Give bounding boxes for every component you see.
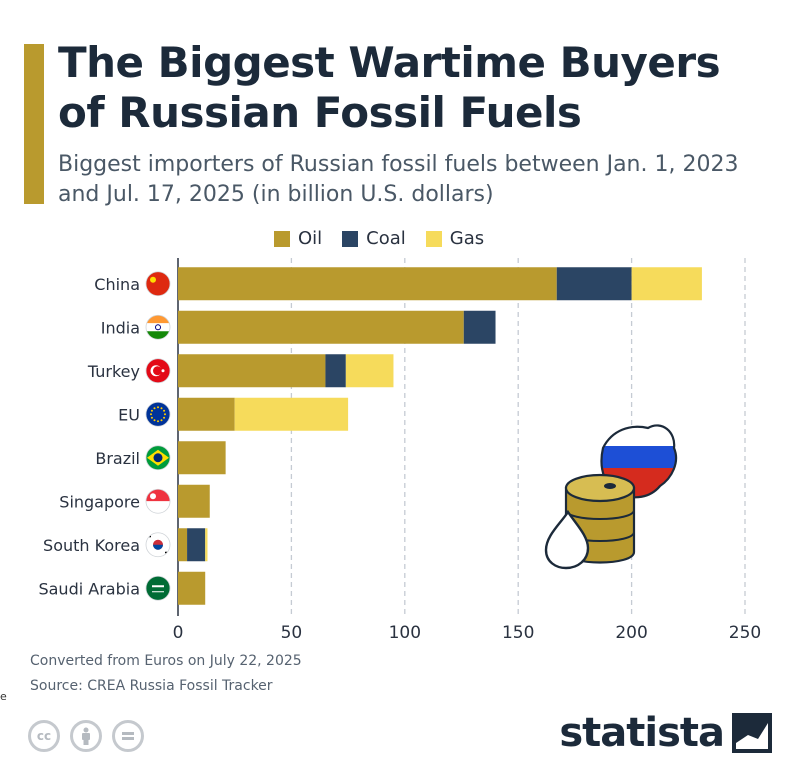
legend-item-oil: Oil <box>274 228 322 249</box>
attribution-icon[interactable] <box>70 720 102 752</box>
legend-item-gas: Gas <box>425 228 485 249</box>
chart-title: The Biggest Wartime Buyers of Russian Fo… <box>58 38 721 137</box>
cc-icon[interactable]: cc <box>28 720 60 752</box>
stray-character: e <box>0 690 7 703</box>
statista-logo-text: statista <box>559 710 725 756</box>
bar-oil <box>178 267 557 301</box>
legend-label: Oil <box>298 228 323 249</box>
legend-item-coal: Coal <box>342 228 406 249</box>
turkey-flag-icon <box>145 358 171 384</box>
footnote-conversion: Converted from Euros on July 22, 2025 <box>30 653 302 669</box>
legend-swatch-coal <box>342 230 359 247</box>
category-label: Turkey <box>87 362 140 381</box>
chart-subtitle: Biggest importers of Russian fossil fuel… <box>58 152 739 207</box>
category-label: EU <box>118 405 140 424</box>
infographic-card <box>12 8 790 760</box>
statista-brand[interactable]: statista <box>559 710 772 756</box>
bar-coal <box>556 267 632 301</box>
statista-logo-icon <box>732 713 772 753</box>
title-accent-bar <box>24 44 44 204</box>
category-label: Saudi Arabia <box>38 579 140 598</box>
india-flag-icon <box>145 314 171 340</box>
bar-coal <box>325 354 346 388</box>
bar-coal <box>187 528 206 562</box>
singapore-flag-icon <box>145 488 171 514</box>
x-tick-label: 50 <box>281 623 303 643</box>
legend-swatch-gas <box>425 230 442 247</box>
saudi-arabia-flag-icon <box>145 575 171 601</box>
category-label: Singapore <box>59 492 140 511</box>
category-label: Brazil <box>95 449 140 468</box>
footnote-source: Source: CREA Russia Fossil Tracker <box>30 678 273 694</box>
bar-gas <box>631 267 702 301</box>
legend-label: Coal <box>366 228 406 249</box>
bar-coal <box>463 310 496 344</box>
bar-oil <box>178 397 235 431</box>
oil-drop-icon <box>544 509 590 570</box>
x-tick-label: 200 <box>615 623 647 643</box>
x-tick-label: 100 <box>389 623 421 643</box>
category-label: India <box>101 318 140 337</box>
illustration <box>544 424 678 570</box>
category-label: China <box>94 275 140 294</box>
license-icons: cc <box>28 720 144 752</box>
bar-gas <box>205 528 208 562</box>
no-derivatives-icon[interactable] <box>112 720 144 752</box>
x-tick-label: 250 <box>729 623 761 643</box>
legend-label: Gas <box>449 228 485 249</box>
bar-oil <box>178 310 464 344</box>
china-flag-icon <box>145 271 171 297</box>
x-tick-label: 0 <box>173 623 184 643</box>
category-label: South Korea <box>43 536 140 555</box>
bar-oil <box>178 441 226 475</box>
bar-oil <box>178 528 188 562</box>
bar-oil <box>178 354 326 388</box>
bar-gas <box>345 354 394 388</box>
x-tick-label: 150 <box>502 623 534 643</box>
brazil-flag-icon <box>145 445 171 471</box>
bar-oil <box>178 484 210 518</box>
bar-gas <box>234 397 349 431</box>
legend: Oil Coal Gas <box>274 228 484 249</box>
eu-flag-icon <box>145 401 171 427</box>
south-korea-flag-icon <box>145 532 171 558</box>
bar-oil <box>178 571 206 605</box>
legend-swatch-oil <box>274 230 290 247</box>
